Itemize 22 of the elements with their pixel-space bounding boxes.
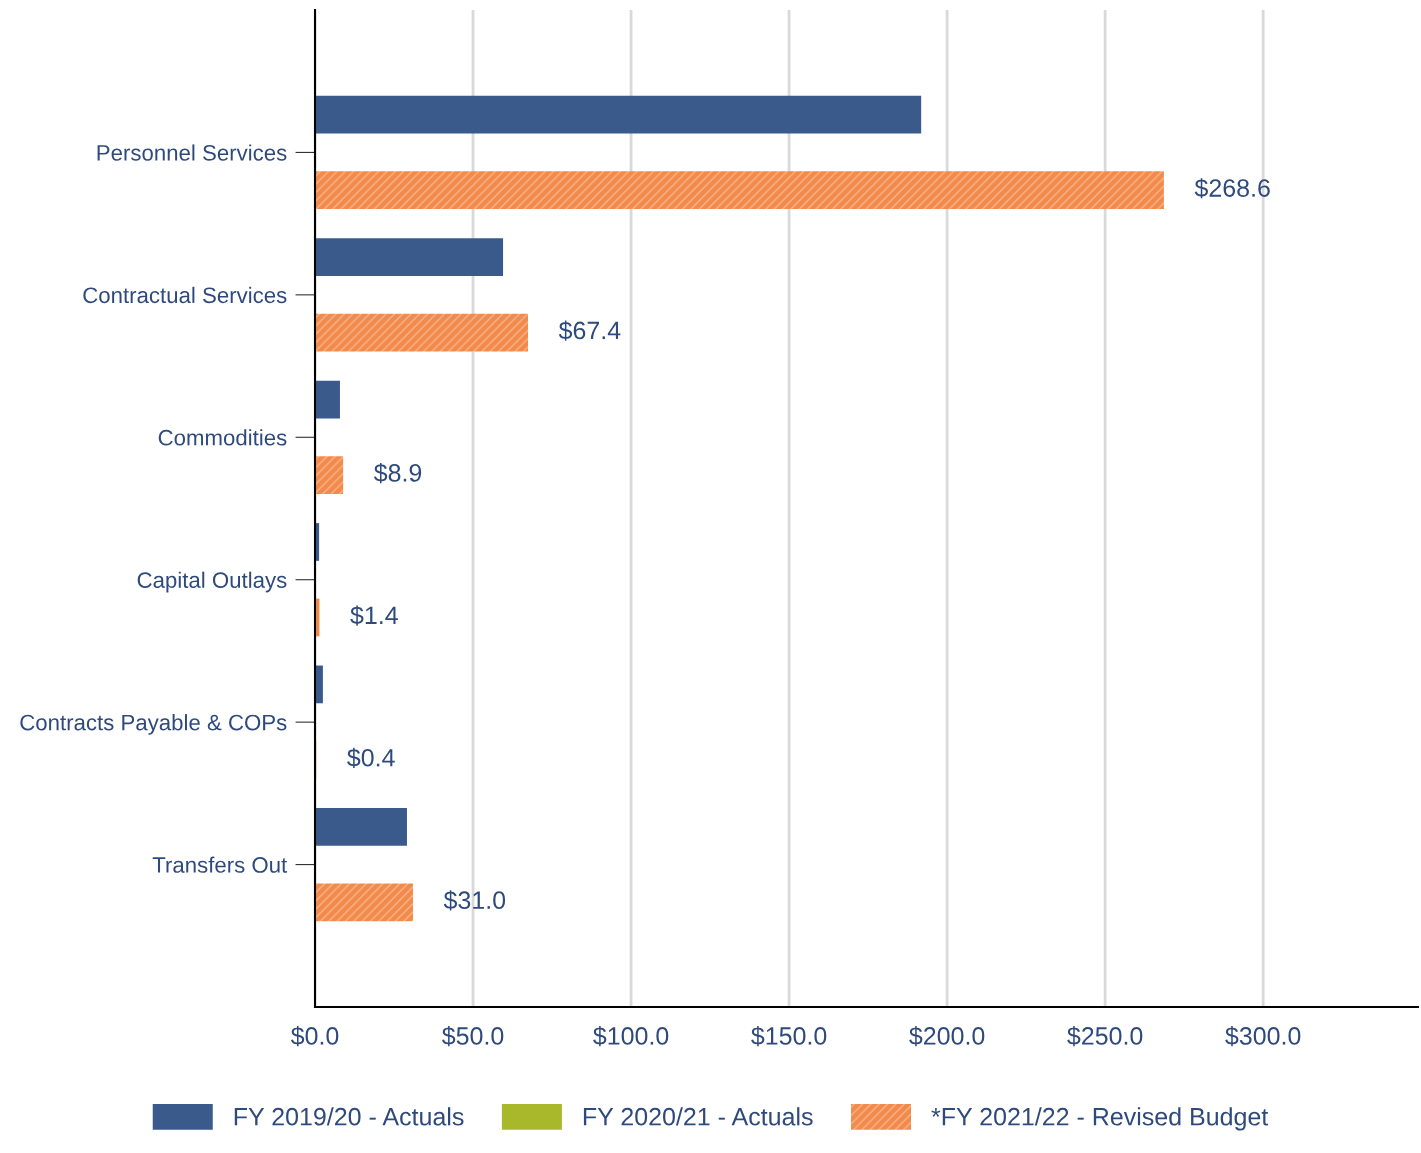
- y-tick-label: Transfers Out: [152, 856, 288, 873]
- legend-label: *FY 2021/22 - Revised Budget: [931, 1107, 1269, 1131]
- y-tick-label: Contractual Services: [83, 286, 287, 304]
- legend-label: FY 2020/21 - Actuals: [583, 1107, 813, 1126]
- x-tick-label: $150.0: [751, 1026, 827, 1047]
- data-label: $67.4: [558, 320, 621, 341]
- data-label: $31.0: [443, 890, 506, 911]
- x-tick-label: $300.0: [1225, 1026, 1301, 1047]
- x-tick-label: $250.0: [1067, 1026, 1143, 1047]
- data-label: $1.4: [350, 605, 398, 626]
- y-tick-label: Personnel Services: [97, 144, 287, 161]
- data-label: $0.4: [347, 747, 395, 769]
- data-label: $8.9: [373, 462, 422, 484]
- x-tick-label: $50.0: [442, 1026, 504, 1047]
- y-tick-label: Capital Outlays: [137, 571, 287, 593]
- y-tick-label: Contracts Payable & COPs: [20, 714, 287, 735]
- x-tick-label: $0.0: [290, 1026, 339, 1047]
- x-tick-label: $100.0: [593, 1026, 669, 1047]
- data-label: $268.6: [1194, 178, 1270, 199]
- x-tick-label: $200.0: [909, 1026, 985, 1047]
- legend-label: FY 2019/20 - Actuals: [234, 1107, 464, 1126]
- y-tick-label: Commodities: [158, 429, 287, 446]
